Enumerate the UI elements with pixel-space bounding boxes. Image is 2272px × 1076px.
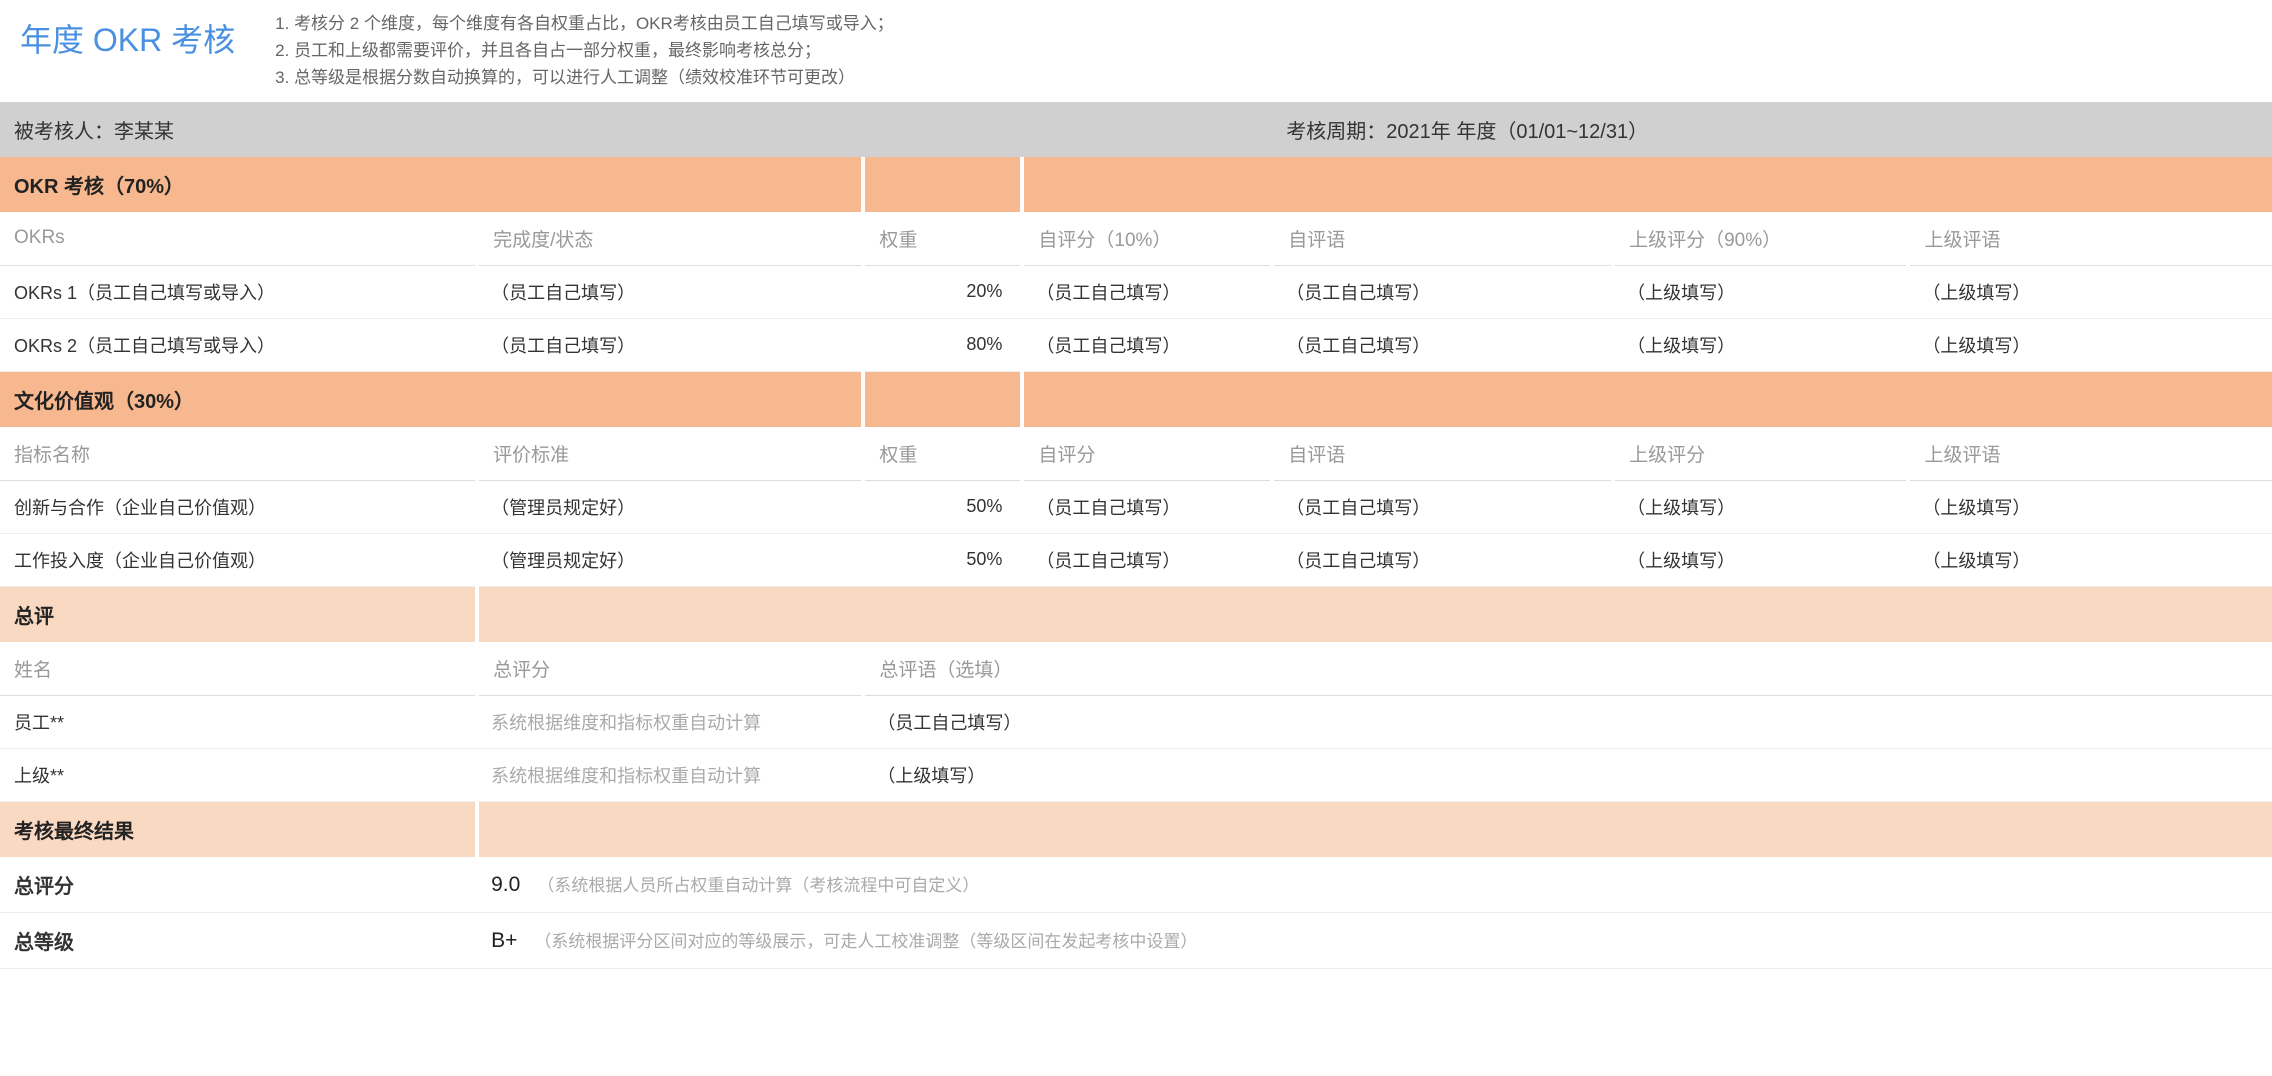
summary-cell-name: 员工** — [0, 695, 477, 748]
okr-column-header: OKRs 完成度/状态 权重 自评分（10%） 自评语 上级评分（90%） 上级… — [0, 212, 2272, 266]
culture-cell-manager-score: （上级填写） — [1613, 533, 1908, 586]
result-grade-value: B+ — [491, 929, 517, 952]
culture-cell-self-comment: （员工自己填写） — [1272, 533, 1613, 586]
culture-cell-name: 工作投入度（企业自己价值观） — [0, 533, 477, 586]
result-score-value: 9.0 — [491, 873, 520, 896]
culture-col-self-comment: 自评语 — [1272, 427, 1613, 481]
note-item: 总等级是根据分数自动换算的，可以进行人工调整（绩效校准环节可更改） — [275, 64, 894, 91]
culture-cell-manager-comment: （上级填写） — [1908, 533, 2272, 586]
okr-col-okrs: OKRs — [0, 212, 477, 266]
okr-cell-self-score: （员工自己填写） — [1022, 265, 1272, 318]
okr-cell-manager-comment: （上级填写） — [1908, 318, 2272, 371]
culture-cell-weight: 50% — [863, 533, 1022, 586]
okr-col-self-score: 自评分（10%） — [1022, 212, 1272, 266]
result-score-cell: 9.0 （系统根据人员所占权重自动计算（考核流程中可自定义） — [477, 857, 2272, 913]
summary-cell-name: 上级** — [0, 748, 477, 801]
summary-section-title: 总评 — [0, 586, 477, 642]
summary-row: 员工** 系统根据维度和指标权重自动计算 （员工自己填写） — [0, 695, 2272, 748]
summary-cell-score: 系统根据维度和指标权重自动计算 — [477, 748, 863, 801]
result-section-title: 考核最终结果 — [0, 801, 477, 857]
result-score-row: 总评分 9.0 （系统根据人员所占权重自动计算（考核流程中可自定义） — [0, 857, 2272, 913]
culture-cell-self-score: （员工自己填写） — [1022, 480, 1272, 533]
summary-col-score: 总评分 — [477, 642, 863, 696]
culture-cell-standard: （管理员规定好） — [477, 533, 863, 586]
info-row: 被考核人：李某某 考核周期：2021年 年度（01/01~12/31） — [0, 102, 2272, 157]
okr-row: OKRs 2（员工自己填写或导入） （员工自己填写） 80% （员工自己填写） … — [0, 318, 2272, 371]
culture-cell-manager-score: （上级填写） — [1613, 480, 1908, 533]
okr-cell-status: （员工自己填写） — [477, 265, 863, 318]
summary-col-comment: 总评语（选填） — [863, 642, 2272, 696]
result-grade-row: 总等级 B+ （系统根据评分区间对应的等级展示，可走人工校准调整（等级区间在发起… — [0, 912, 2272, 968]
culture-cell-standard: （管理员规定好） — [477, 480, 863, 533]
culture-cell-self-comment: （员工自己填写） — [1272, 480, 1613, 533]
culture-col-name: 指标名称 — [0, 427, 477, 481]
culture-col-manager-comment: 上级评语 — [1908, 427, 2272, 481]
result-grade-note: （系统根据评分区间对应的等级展示，可走人工校准调整（等级区间在发起考核中设置） — [534, 932, 1197, 951]
okr-cell-weight: 80% — [863, 318, 1022, 371]
culture-col-standard: 评价标准 — [477, 427, 863, 481]
header: 年度 OKR 考核 考核分 2 个维度，每个维度有各自权重占比，OKR考核由员工… — [0, 0, 2272, 102]
okr-cell-status: （员工自己填写） — [477, 318, 863, 371]
okr-cell-manager-comment: （上级填写） — [1908, 265, 2272, 318]
okr-row: OKRs 1（员工自己填写或导入） （员工自己填写） 20% （员工自己填写） … — [0, 265, 2272, 318]
culture-cell-weight: 50% — [863, 480, 1022, 533]
result-score-label: 总评分 — [0, 857, 477, 913]
culture-cell-self-score: （员工自己填写） — [1022, 533, 1272, 586]
okr-cell-manager-score: （上级填写） — [1613, 318, 1908, 371]
okr-cell-name: OKRs 2（员工自己填写或导入） — [0, 318, 477, 371]
culture-col-self-score: 自评分 — [1022, 427, 1272, 481]
okr-col-weight: 权重 — [863, 212, 1022, 266]
okr-cell-self-comment: （员工自己填写） — [1272, 318, 1613, 371]
culture-section-header: 文化价值观（30%） — [0, 371, 2272, 427]
culture-col-manager-score: 上级评分 — [1613, 427, 1908, 481]
culture-column-header: 指标名称 评价标准 权重 自评分 自评语 上级评分 上级评语 — [0, 427, 2272, 481]
okr-cell-manager-score: （上级填写） — [1613, 265, 1908, 318]
summary-cell-comment: （员工自己填写） — [863, 695, 2272, 748]
page-title: 年度 OKR 考核 — [20, 10, 235, 61]
note-item: 员工和上级都需要评价，并且各自占一部分权重，最终影响考核总分； — [275, 37, 894, 64]
culture-cell-name: 创新与合作（企业自己价值观） — [0, 480, 477, 533]
culture-section-title: 文化价值观（30%） — [0, 371, 863, 427]
notes: 考核分 2 个维度，每个维度有各自权重占比，OKR考核由员工自己填写或导入； 员… — [275, 10, 894, 92]
okr-cell-weight: 20% — [863, 265, 1022, 318]
okr-col-status: 完成度/状态 — [477, 212, 863, 266]
culture-cell-manager-comment: （上级填写） — [1908, 480, 2272, 533]
period-label: 考核周期：2021年 年度（01/01~12/31） — [1272, 102, 2272, 157]
okr-section-title: OKR 考核（70%） — [0, 157, 863, 212]
okr-cell-self-comment: （员工自己填写） — [1272, 265, 1613, 318]
note-item: 考核分 2 个维度，每个维度有各自权重占比，OKR考核由员工自己填写或导入； — [275, 10, 894, 37]
okr-cell-name: OKRs 1（员工自己填写或导入） — [0, 265, 477, 318]
okr-col-manager-score: 上级评分（90%） — [1613, 212, 1908, 266]
summary-section-header: 总评 — [0, 586, 2272, 642]
result-grade-cell: B+ （系统根据评分区间对应的等级展示，可走人工校准调整（等级区间在发起考核中设… — [477, 912, 2272, 968]
culture-row: 工作投入度（企业自己价值观） （管理员规定好） 50% （员工自己填写） （员工… — [0, 533, 2272, 586]
okr-cell-self-score: （员工自己填写） — [1022, 318, 1272, 371]
summary-column-header: 姓名 总评分 总评语（选填） — [0, 642, 2272, 696]
summary-row: 上级** 系统根据维度和指标权重自动计算 （上级填写） — [0, 748, 2272, 801]
summary-cell-comment: （上级填写） — [863, 748, 2272, 801]
okr-col-self-comment: 自评语 — [1272, 212, 1613, 266]
assessee-label: 被考核人：李某某 — [0, 102, 1272, 157]
assessment-table: 被考核人：李某某 考核周期：2021年 年度（01/01~12/31） OKR … — [0, 102, 2272, 969]
summary-col-name: 姓名 — [0, 642, 477, 696]
summary-cell-score: 系统根据维度和指标权重自动计算 — [477, 695, 863, 748]
culture-row: 创新与合作（企业自己价值观） （管理员规定好） 50% （员工自己填写） （员工… — [0, 480, 2272, 533]
result-section-header: 考核最终结果 — [0, 801, 2272, 857]
result-score-note: （系统根据人员所占权重自动计算（考核流程中可自定义） — [537, 876, 979, 895]
okr-section-header: OKR 考核（70%） — [0, 157, 2272, 212]
culture-col-weight: 权重 — [863, 427, 1022, 481]
okr-col-manager-comment: 上级评语 — [1908, 212, 2272, 266]
result-grade-label: 总等级 — [0, 912, 477, 968]
